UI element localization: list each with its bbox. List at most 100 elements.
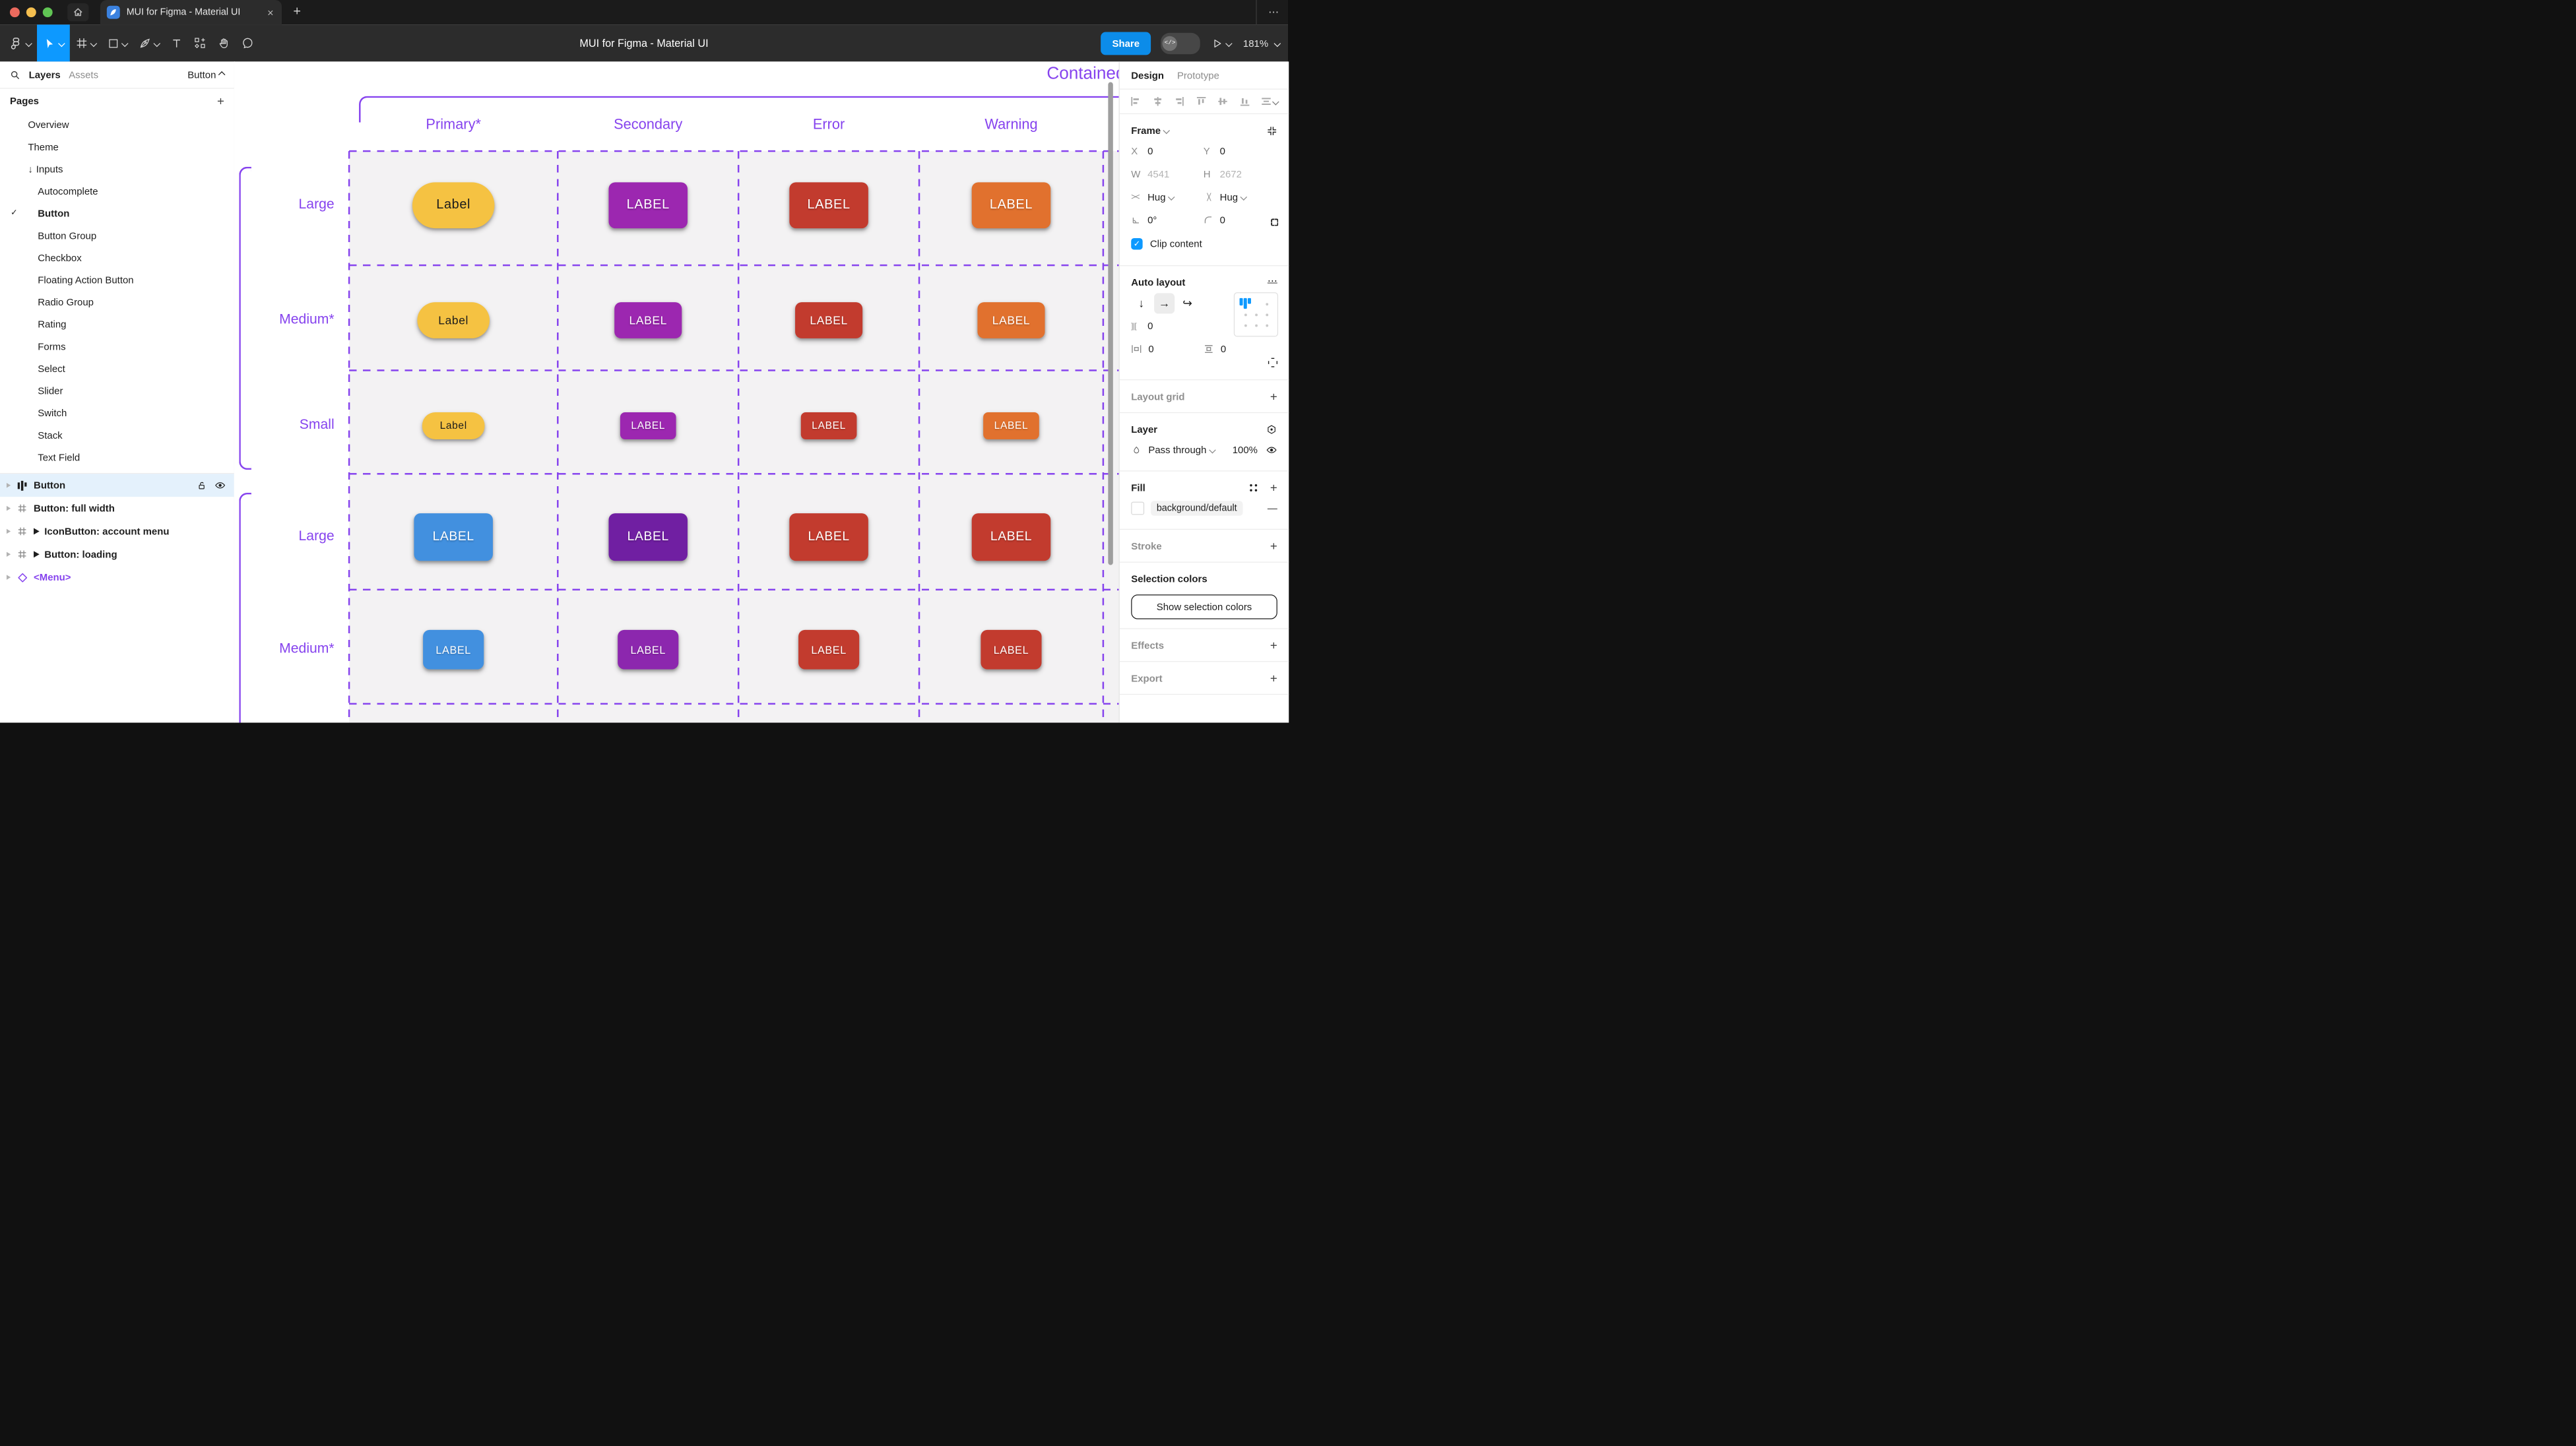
direction-down-button[interactable]: ↓ <box>1138 296 1145 310</box>
canvas-button[interactable]: LABEL <box>795 302 863 338</box>
canvas-button[interactable]: LABEL <box>800 412 857 439</box>
align-bottom-icon[interactable] <box>1239 96 1250 107</box>
page-item-switch[interactable]: Switch <box>0 402 234 424</box>
canvas-button[interactable]: LABEL <box>608 513 688 561</box>
show-selection-colors-button[interactable]: Show selection colors <box>1131 594 1277 619</box>
canvas-button[interactable]: LABEL <box>789 513 868 561</box>
share-button[interactable]: Share <box>1101 31 1151 55</box>
canvas-button[interactable]: LABEL <box>971 182 1051 229</box>
dev-mode-toggle[interactable]: </> <box>1161 32 1201 54</box>
page-item-overview[interactable]: Overview <box>0 113 234 136</box>
eye-icon[interactable] <box>214 480 226 491</box>
lock-open-icon[interactable] <box>197 480 207 491</box>
present-button[interactable] <box>1210 24 1233 61</box>
layer-row--menu-[interactable]: <Menu> <box>0 566 234 589</box>
add-effect-button[interactable]: + <box>1270 638 1277 653</box>
align-vertical-center-icon[interactable] <box>1217 96 1228 107</box>
canvas-button[interactable]: LABEL <box>618 629 679 670</box>
close-window-button[interactable] <box>9 7 20 18</box>
add-export-button[interactable]: + <box>1270 671 1277 685</box>
expand-caret-icon[interactable] <box>6 551 11 557</box>
layer-row-iconbutton-account-menu[interactable]: IconButton: account menu <box>0 520 234 543</box>
hug-height-select[interactable]: Hug <box>1220 191 1248 203</box>
remove-auto-layout-button[interactable]: — <box>1267 276 1277 288</box>
page-item-radio-group[interactable]: Radio Group <box>0 291 234 313</box>
canvas-button[interactable]: LABEL <box>798 629 860 670</box>
canvas-button[interactable]: LABEL <box>608 182 688 229</box>
expand-caret-icon[interactable] <box>6 528 11 534</box>
comment-tool-button[interactable] <box>236 24 259 61</box>
canvas-scrollbar[interactable] <box>1108 82 1113 565</box>
canvas-button[interactable]: LABEL <box>423 629 484 670</box>
home-button[interactable] <box>67 3 89 22</box>
wrap-button[interactable]: ↩ <box>1182 296 1192 309</box>
auto-layout-alignment-pad[interactable] <box>1233 292 1279 337</box>
visibility-eye-icon[interactable] <box>1266 444 1277 455</box>
clip-content-checkbox[interactable]: ✓ <box>1131 238 1143 250</box>
page-item-floating-action-button[interactable]: Floating Action Button <box>0 268 234 291</box>
corner-radius-input[interactable]: 0 <box>1219 214 1226 226</box>
blend-mode-icon[interactable] <box>1266 424 1277 435</box>
add-stroke-button[interactable]: + <box>1270 539 1277 553</box>
search-icon[interactable] <box>10 69 20 80</box>
canvas-button[interactable]: LABEL <box>983 412 1039 439</box>
frame-w-input[interactable]: 4541 <box>1147 168 1170 180</box>
page-item-select[interactable]: Select <box>0 358 234 380</box>
hug-width-select[interactable]: Hug <box>1147 191 1175 203</box>
main-menu-button[interactable] <box>3 24 37 61</box>
fill-style-chip[interactable]: background/default <box>1151 501 1243 516</box>
canvas[interactable]: Contained Primary* Secondary Error Warning L… <box>234 61 1119 723</box>
pen-tool-button[interactable] <box>133 24 166 61</box>
page-item-autocomplete[interactable]: Autocomplete <box>0 180 234 203</box>
expand-caret-icon[interactable] <box>6 575 11 580</box>
canvas-button[interactable]: LABEL <box>971 513 1051 561</box>
add-fill-button[interactable]: + <box>1270 480 1277 495</box>
tab-close-icon[interactable]: × <box>267 6 274 19</box>
zoom-level-control[interactable]: 181% <box>1243 38 1281 49</box>
text-tool-button[interactable] <box>165 24 188 61</box>
gap-input[interactable]: 0 <box>1147 320 1153 332</box>
expand-caret-icon[interactable] <box>6 483 11 488</box>
add-page-button[interactable]: + <box>216 94 224 108</box>
frame-y-input[interactable]: 0 <box>1219 145 1226 157</box>
minimize-window-button[interactable] <box>26 7 36 18</box>
page-item-forms[interactable]: Forms <box>0 335 234 358</box>
canvas-button[interactable]: LABEL <box>981 629 1042 670</box>
align-top-icon[interactable] <box>1196 96 1206 107</box>
frame-tool-button[interactable] <box>70 24 102 61</box>
styles-icon[interactable] <box>1249 483 1259 493</box>
page-item-theme[interactable]: Theme <box>0 135 234 158</box>
canvas-button[interactable]: LABEL <box>414 513 493 561</box>
collapse-panel-icon[interactable] <box>1267 125 1277 136</box>
canvas-button[interactable]: Label <box>412 182 495 229</box>
layer-row-button-loading[interactable]: Button: loading <box>0 543 234 566</box>
new-tab-button[interactable]: + <box>293 5 302 19</box>
shape-tool-button[interactable] <box>102 24 133 61</box>
hand-tool-button[interactable] <box>212 24 236 61</box>
independent-padding-icon[interactable] <box>1268 358 1278 368</box>
maximize-window-button[interactable] <box>42 7 53 18</box>
vertical-padding-input[interactable]: 0 <box>1220 343 1227 355</box>
canvas-button[interactable]: LABEL <box>977 302 1045 338</box>
frame-section-header[interactable]: Frame <box>1131 125 1171 137</box>
page-item-button-group[interactable]: Button Group <box>0 224 234 247</box>
page-item-text-field[interactable]: Text Field <box>0 446 234 468</box>
browser-overflow-menu[interactable]: ⋯ <box>1256 0 1279 25</box>
layer-row-button-full-width[interactable]: Button: full width <box>0 497 234 520</box>
auto-layout-more-button[interactable]: ⋯ <box>1267 275 1279 287</box>
page-item-checkbox[interactable]: Checkbox <box>0 246 234 268</box>
move-tool-button[interactable] <box>37 24 70 62</box>
page-item-inputs[interactable]: ↓ Inputs <box>0 158 234 180</box>
align-right-icon[interactable] <box>1174 96 1184 107</box>
distribute-more-icon[interactable] <box>1261 96 1279 107</box>
layer-row-button[interactable]: Button <box>0 474 234 497</box>
tab-assets[interactable]: Assets <box>69 69 99 81</box>
align-left-icon[interactable] <box>1130 96 1141 107</box>
expand-caret-icon[interactable] <box>6 505 11 511</box>
canvas-button[interactable]: Label <box>417 302 490 338</box>
horizontal-padding-input[interactable]: 0 <box>1148 343 1154 355</box>
frame-title[interactable]: Contained <box>1046 64 1119 83</box>
canvas-button[interactable]: LABEL <box>614 302 682 338</box>
frame-h-input[interactable]: 2672 <box>1219 168 1242 180</box>
canvas-button[interactable]: Label <box>422 412 485 439</box>
